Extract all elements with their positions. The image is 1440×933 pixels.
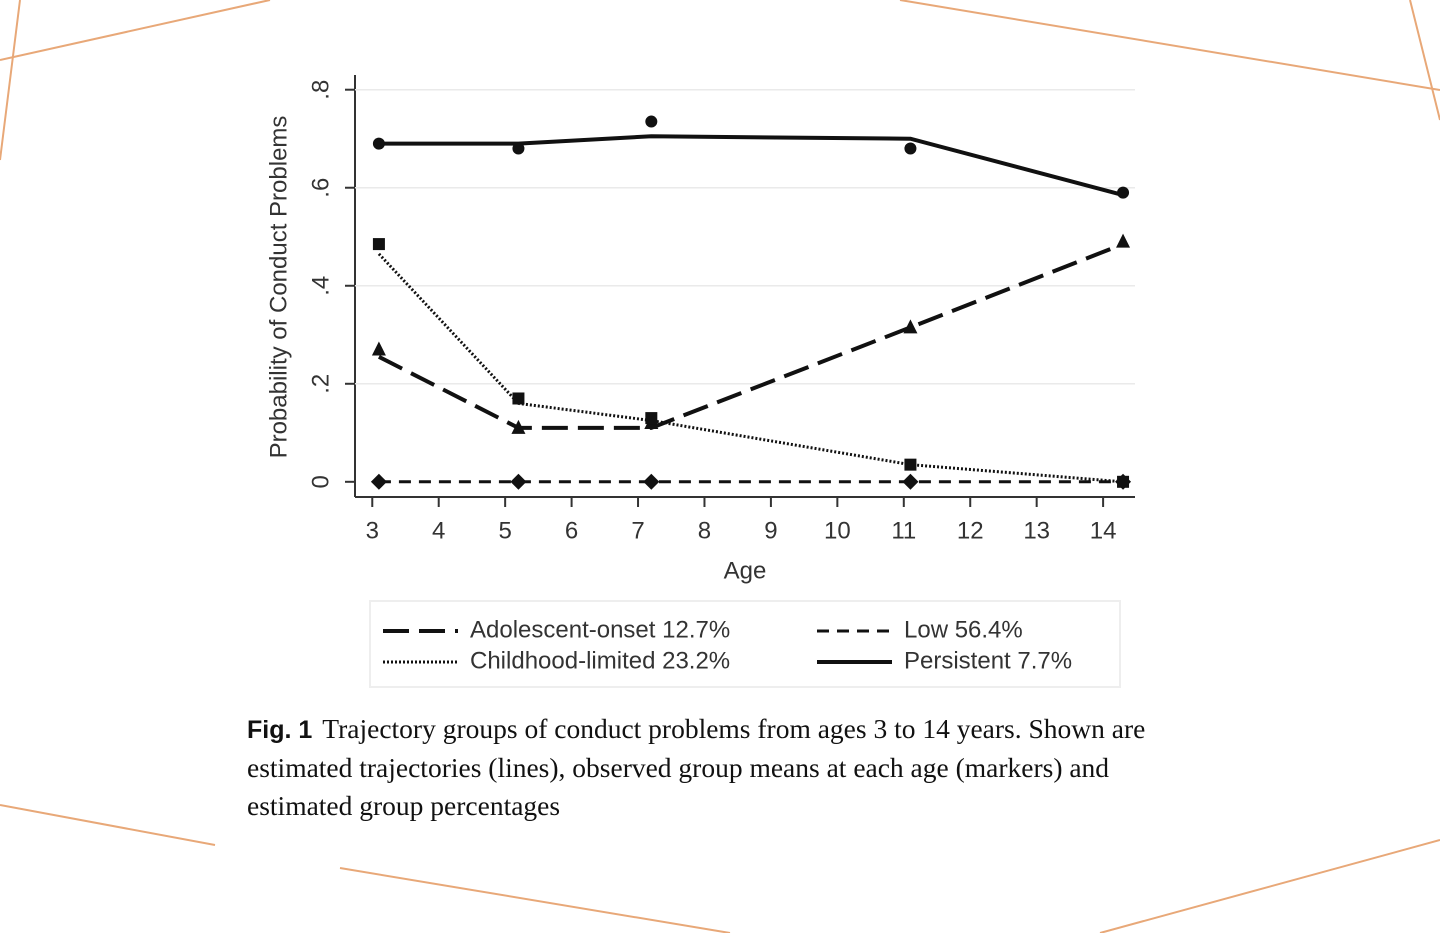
marker [371, 341, 386, 356]
x-tick-label: 4 [432, 517, 445, 544]
marker [902, 473, 919, 490]
series-line [378, 134, 1124, 198]
x-tick-label: 14 [1090, 517, 1117, 544]
x-tick-label: 11 [891, 517, 916, 544]
y-tick-label: .2 [307, 374, 334, 394]
marker [511, 419, 526, 434]
x-axis-title: Age [724, 557, 767, 584]
marker [512, 392, 525, 405]
marker [370, 473, 387, 490]
marker [903, 319, 918, 334]
marker [510, 473, 527, 490]
x-tick-label: 12 [957, 517, 984, 544]
marker [1117, 475, 1130, 488]
y-tick-label: .8 [307, 80, 334, 100]
y-axis-title: Probability of Conduct Problems [265, 116, 292, 459]
legend-label: Adolescent-onset 12.7% [470, 616, 730, 643]
x-tick-label: 3 [366, 517, 379, 544]
y-tick-label: 0 [307, 475, 334, 488]
legend [369, 600, 1121, 688]
caption-label: Fig. 1 [247, 716, 313, 744]
marker [372, 137, 385, 150]
x-tick-label: 8 [698, 517, 711, 544]
legend-label: Low 56.4% [904, 616, 1023, 643]
caption-text: Trajectory groups of conduct problems fr… [247, 713, 1146, 821]
legend-label: Persistent 7.7% [904, 647, 1072, 674]
x-tick-label: 5 [498, 517, 511, 544]
x-tick-label: 6 [565, 517, 578, 544]
caption: Fig. 1 Trajectory groups of conduct probl… [247, 710, 1177, 825]
series-line [377, 252, 1124, 484]
x-tick-label: 13 [1023, 517, 1050, 544]
x-tick-label: 7 [631, 517, 644, 544]
marker [1117, 186, 1130, 199]
x-tick-label: 9 [764, 517, 777, 544]
legend-label: Childhood-limited 23.2% [470, 647, 730, 674]
y-tick-label: .4 [307, 276, 334, 296]
x-tick-label: 10 [824, 517, 851, 544]
marker [643, 473, 660, 490]
marker [904, 458, 917, 471]
series-line [378, 242, 1124, 430]
marker [645, 115, 658, 128]
marker [904, 142, 917, 155]
marker [512, 142, 525, 155]
marker [645, 412, 658, 425]
marker [372, 238, 385, 251]
y-tick-label: .6 [307, 178, 334, 198]
marker [1116, 233, 1131, 248]
